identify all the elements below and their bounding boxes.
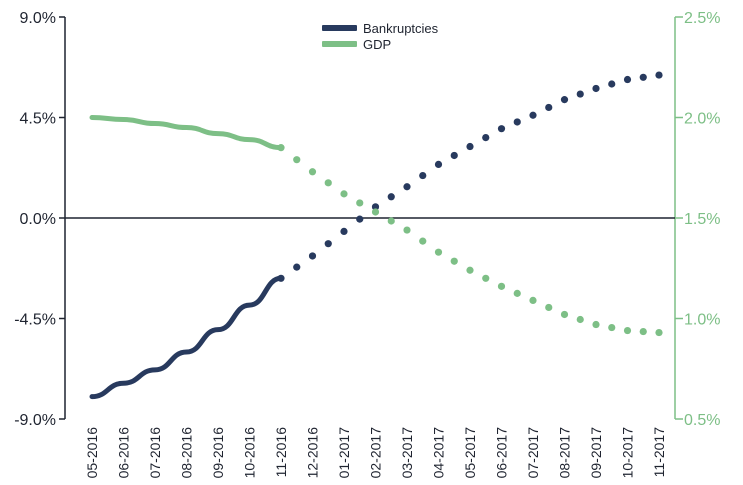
legend-label-bankruptcies: Bankruptcies xyxy=(363,21,439,36)
gdp-forecast-dot xyxy=(608,323,616,332)
gdp-forecast-point xyxy=(371,208,380,216)
bankruptcies-forecast-dot xyxy=(450,151,458,160)
bankruptcies-forecast-point xyxy=(277,274,285,282)
bankruptcies-forecast-point xyxy=(497,125,506,133)
x-tick-label: 08-2017 xyxy=(557,427,573,479)
gdp-forecast-point xyxy=(403,226,411,234)
bankruptcies-forecast-dot xyxy=(293,263,301,271)
gdp-forecast-dot xyxy=(482,274,490,282)
bankruptcies-forecast-dot xyxy=(576,90,584,98)
bankruptcies-forecast-point xyxy=(340,227,348,235)
gdp-forecast-point xyxy=(308,168,317,176)
left-tick-label: -4.5% xyxy=(14,312,56,329)
bankruptcies-forecast-dot xyxy=(356,215,364,223)
x-tick-label: 02-2017 xyxy=(368,427,384,479)
x-tick-label: 10-2016 xyxy=(242,427,258,479)
gdp-forecast-dot xyxy=(513,289,521,297)
gdp-forecast-dot xyxy=(639,327,647,336)
bankruptcies-forecast-point xyxy=(592,84,600,93)
gdp-forecast-point xyxy=(623,326,632,335)
bankruptcies-forecast-point xyxy=(308,252,317,260)
x-tick-label: 07-2017 xyxy=(525,427,541,479)
x-tick-label: 07-2016 xyxy=(147,427,163,479)
left-tick-label: 9.0% xyxy=(20,10,56,27)
legend: Bankruptcies GDP xyxy=(322,21,439,52)
bankruptcies-forecast-point xyxy=(655,71,663,79)
gdp-forecast-dot xyxy=(324,179,332,187)
gdp-forecast-point xyxy=(655,328,663,337)
bankruptcies-forecast-point xyxy=(403,183,411,191)
gdp-forecast-point xyxy=(277,144,285,152)
x-tick-label: 05-2016 xyxy=(84,427,100,479)
x-tick-label: 11-2017 xyxy=(651,427,667,478)
x-tick-label: 05-2017 xyxy=(462,427,478,479)
bankruptcies-forecast-dot xyxy=(608,80,616,88)
x-tick-label: 03-2017 xyxy=(399,427,415,479)
series-layer xyxy=(89,71,663,400)
gdp-forecast-dot xyxy=(545,303,553,312)
bankruptcies-forecast-dot xyxy=(419,171,427,180)
x-tick-label: 12-2016 xyxy=(305,427,321,479)
gdp-forecast-dot xyxy=(450,257,458,265)
x-tick-label: 09-2016 xyxy=(210,427,226,479)
gdp-forecast-point xyxy=(592,320,600,329)
x-tick-label: 10-2017 xyxy=(620,427,636,479)
right-tick-label: 2.0% xyxy=(684,111,720,128)
legend-swatch-bankruptcies xyxy=(322,25,357,31)
left-tick-label: 0.0% xyxy=(20,211,56,228)
bankruptcies-forecast-point xyxy=(371,203,380,211)
right-tick-label: 1.5% xyxy=(684,211,720,228)
gdp-forecast-dot xyxy=(576,315,584,324)
right-axis-ticks: 2.5% 2.0% 1.5% 1.0% 0.5% xyxy=(675,10,720,429)
x-tick-label: 06-2017 xyxy=(494,427,510,479)
left-tick-label: -9.0% xyxy=(14,412,56,429)
gdp-line-actual xyxy=(89,115,284,151)
x-axis-ticks: 05-2016 06-2016 07-2016 08-2016 09-2016 10-20… xyxy=(84,427,667,479)
gdp-forecast-point xyxy=(529,296,537,305)
right-tick-label: 2.5% xyxy=(684,10,720,27)
axes xyxy=(64,17,676,419)
bankruptcies-line-actual xyxy=(89,275,284,400)
x-tick-label: 08-2016 xyxy=(179,427,195,479)
gdp-forecast-dot xyxy=(356,199,364,207)
x-tick-label: 09-2017 xyxy=(588,427,604,479)
gdp-forecast-point xyxy=(340,190,348,198)
bankruptcies-forecast-dot xyxy=(639,73,647,81)
x-tick-label: 06-2016 xyxy=(116,427,132,479)
bankruptcies-forecast-dot xyxy=(513,118,521,126)
gdp-forecast-point xyxy=(497,282,506,290)
bankruptcies-forecast-point xyxy=(466,142,474,151)
bankruptcies-forecast-dot xyxy=(545,103,553,112)
bankruptcies-forecast-point xyxy=(560,96,569,104)
bankruptcies-forecast-point xyxy=(434,160,443,168)
gdp-forecast-point xyxy=(560,310,569,319)
x-tick-label: 04-2017 xyxy=(431,427,447,479)
gdp-forecast-point xyxy=(434,248,443,256)
bankruptcies-forecast-dot xyxy=(387,193,395,201)
gdp-forecast-dot xyxy=(387,217,395,225)
legend-label-gdp: GDP xyxy=(363,37,391,52)
left-tick-label: 4.5% xyxy=(20,111,56,128)
legend-swatch-gdp xyxy=(322,41,357,47)
left-axis-ticks: 9.0% 4.5% 0.0% -4.5% -9.0% xyxy=(14,10,65,429)
right-tick-label: 0.5% xyxy=(684,412,720,429)
gdp-forecast-dot xyxy=(293,156,301,164)
x-tick-label: 11-2016 xyxy=(273,427,289,478)
bankruptcies-forecast-point xyxy=(529,111,537,119)
gdp-forecast-point xyxy=(466,266,474,274)
gdp-forecast-dot xyxy=(419,237,427,245)
bankruptcies-forecast-point xyxy=(623,75,632,84)
right-tick-label: 1.0% xyxy=(684,312,720,329)
bankruptcies-forecast-dot xyxy=(482,134,490,142)
x-tick-label: 01-2017 xyxy=(336,427,352,479)
bankruptcies-forecast-dot xyxy=(324,240,332,248)
